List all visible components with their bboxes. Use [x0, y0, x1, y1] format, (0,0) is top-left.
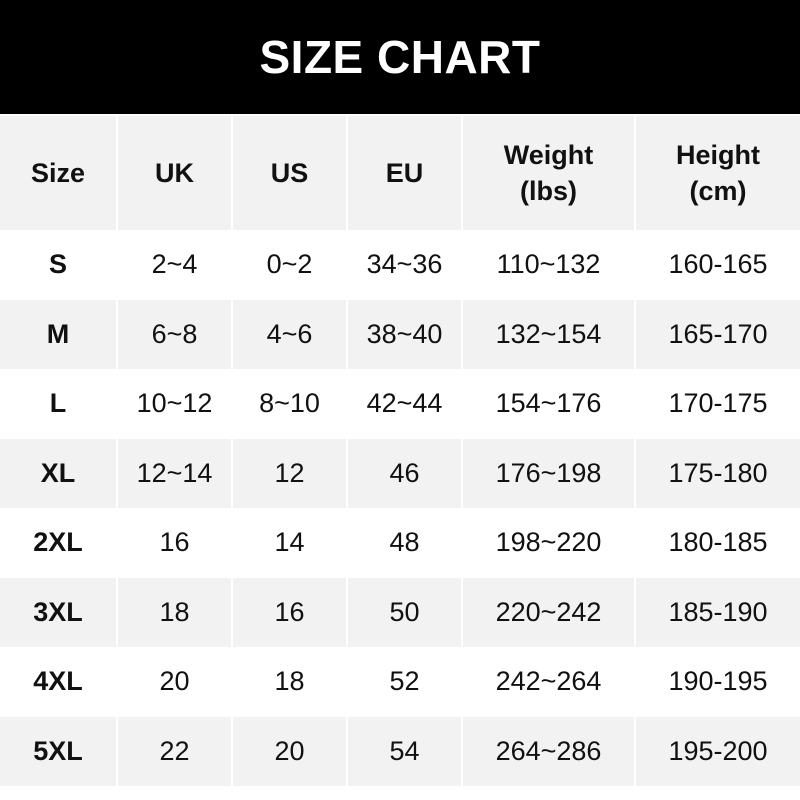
table-cell: 6~8 [118, 299, 231, 369]
table-cell: 220~242 [463, 577, 634, 647]
table-cell: 0~2 [233, 230, 346, 300]
header-row: Size UK US EU Weight (lbs) Height (cm) [0, 116, 800, 230]
column-header-label: US [270, 157, 309, 188]
column-header-unit: (cm) [689, 176, 747, 206]
table-cell: 8~10 [233, 369, 346, 439]
size-table: Size UK US EU Weight (lbs) Height (cm) S 2~4 0~2 3… [0, 116, 800, 786]
column-header: Size [0, 116, 116, 230]
table-cell: 132~154 [463, 299, 634, 369]
table-row: 3XL 18 16 50 220~242 185-190 [0, 577, 800, 647]
table-cell: 175-180 [636, 438, 800, 508]
table-cell: 20 [118, 647, 231, 717]
column-header: Weight (lbs) [463, 116, 634, 230]
table-cell: 42~44 [348, 369, 461, 439]
table-cell: 10~12 [118, 369, 231, 439]
table-cell: 20 [233, 716, 346, 786]
table-row: 4XL 20 18 52 242~264 190-195 [0, 647, 800, 717]
column-header: UK [118, 116, 231, 230]
table-cell: 12 [233, 438, 346, 508]
size-label-cell: 2XL [0, 508, 116, 578]
table-cell: 242~264 [463, 647, 634, 717]
table-cell: 170-175 [636, 369, 800, 439]
table-cell: 2~4 [118, 230, 231, 300]
table-cell: 176~198 [463, 438, 634, 508]
column-header-label: EU [385, 157, 424, 188]
column-header-label: Weight [503, 139, 594, 170]
column-header-label: UK [155, 157, 194, 188]
table-cell: 110~132 [463, 230, 634, 300]
page-title: SIZE CHART [259, 31, 541, 83]
table-cell: 12~14 [118, 438, 231, 508]
table-cell: 14 [233, 508, 346, 578]
table-row: XL 12~14 12 46 176~198 175-180 [0, 438, 800, 508]
table-cell: 185-190 [636, 577, 800, 647]
table-cell: 195-200 [636, 716, 800, 786]
table-cell: 22 [118, 716, 231, 786]
table-row: L 10~12 8~10 42~44 154~176 170-175 [0, 369, 800, 439]
size-label-cell: XL [0, 438, 116, 508]
table-cell: 16 [233, 577, 346, 647]
title-banner: SIZE CHART [0, 0, 800, 114]
table-cell: 34~36 [348, 230, 461, 300]
table-cell: 52 [348, 647, 461, 717]
size-label-cell: 4XL [0, 647, 116, 717]
table-cell: 50 [348, 577, 461, 647]
table-cell: 198~220 [463, 508, 634, 578]
size-label-cell: M [0, 299, 116, 369]
table-cell: 4~6 [233, 299, 346, 369]
column-header: Height (cm) [636, 116, 800, 230]
table-cell: 18 [233, 647, 346, 717]
size-label-cell: L [0, 369, 116, 439]
table-cell: 48 [348, 508, 461, 578]
column-header: EU [348, 116, 461, 230]
table-row: S 2~4 0~2 34~36 110~132 160-165 [0, 230, 800, 300]
column-header-label: Size [30, 157, 86, 188]
size-label-cell: S [0, 230, 116, 300]
table-cell: 165-170 [636, 299, 800, 369]
table-cell: 46 [348, 438, 461, 508]
table-cell: 154~176 [463, 369, 634, 439]
table-cell: 160-165 [636, 230, 800, 300]
table-cell: 16 [118, 508, 231, 578]
size-label-cell: 5XL [0, 716, 116, 786]
table-row: 2XL 16 14 48 198~220 180-185 [0, 508, 800, 578]
table-cell: 264~286 [463, 716, 634, 786]
column-header-unit: (lbs) [520, 176, 577, 206]
table-row: 5XL 22 20 54 264~286 195-200 [0, 716, 800, 786]
table-cell: 18 [118, 577, 231, 647]
size-label-cell: 3XL [0, 577, 116, 647]
table-cell: 38~40 [348, 299, 461, 369]
column-header: US [233, 116, 346, 230]
table-cell: 180-185 [636, 508, 800, 578]
table-cell: 54 [348, 716, 461, 786]
column-header-label: Height [676, 139, 760, 170]
table-cell: 190-195 [636, 647, 800, 717]
table-row: M 6~8 4~6 38~40 132~154 165-170 [0, 299, 800, 369]
